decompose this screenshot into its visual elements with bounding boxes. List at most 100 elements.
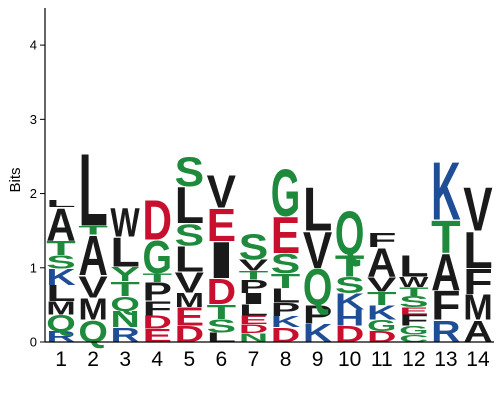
x-tick-label: 10: [338, 348, 361, 371]
logo-letter: L: [399, 248, 429, 283]
logo-letter: P: [303, 300, 332, 329]
logo-letter: M: [46, 297, 75, 318]
logo-letter: T: [367, 288, 396, 309]
logo-letter: E: [239, 313, 269, 327]
logo-letter: L: [239, 301, 269, 318]
logo-letter: L: [303, 175, 332, 244]
logo-letter: S: [335, 273, 364, 298]
logo-letter: L: [175, 177, 205, 235]
logo-letter: K: [46, 265, 76, 290]
logo-letter: K: [367, 301, 397, 324]
y-tick-label: 2: [30, 186, 37, 201]
logo-letter: A: [431, 243, 461, 301]
logo-letter: Y: [110, 263, 140, 286]
logo-letter: V: [463, 175, 493, 244]
x-tick-label: 5: [183, 348, 195, 371]
logo-letter: D: [335, 322, 365, 347]
x-tick-label: 4: [151, 348, 163, 371]
logo-letter: E: [207, 199, 237, 251]
logo-letter: S: [399, 294, 429, 311]
y-tick-label: 4: [30, 38, 37, 53]
logo-letter: G: [271, 156, 300, 231]
logo-letter: A: [463, 314, 492, 349]
x-tick-label: 2: [87, 348, 99, 371]
logo-letter: F: [399, 312, 429, 329]
logo-letter: R: [46, 328, 76, 346]
logo-letter: S: [175, 149, 204, 195]
logo-letter: L: [46, 281, 76, 306]
x-tick-label: 14: [466, 348, 490, 371]
x-tick-label: 7: [248, 348, 260, 371]
logo-letter: L: [46, 198, 75, 210]
logo-letter: G: [142, 231, 171, 282]
logo-letter: L: [110, 229, 139, 276]
logo-letter: K: [271, 313, 301, 331]
logo-letter: V: [239, 257, 268, 274]
x-tick-label: 13: [434, 348, 457, 371]
logo-letter: M: [463, 287, 493, 327]
logo-letter: Q: [335, 199, 365, 268]
logo-letter: D: [142, 312, 172, 333]
logo-letter: L: [78, 133, 108, 248]
logo-letter: M: [175, 289, 205, 312]
logo-letter: D: [142, 189, 172, 252]
logo-letter: L: [463, 221, 493, 279]
logo-letter: L: [175, 239, 204, 280]
logo-letter: M: [78, 293, 107, 327]
logo-letter: I: [207, 231, 236, 289]
logo-letter: P: [142, 277, 171, 306]
logo-letter: C: [399, 333, 429, 344]
logo-letter: Q: [78, 315, 108, 349]
logo-letter: K: [431, 145, 461, 238]
logo-letter: T: [142, 271, 172, 285]
logo-letter: R: [110, 324, 139, 347]
logo-letter: E: [175, 302, 204, 331]
logo-letter: P: [271, 300, 301, 321]
logo-letter: T: [431, 212, 461, 264]
logo-letter: T: [78, 223, 108, 237]
logo-letter: G: [367, 318, 397, 335]
x-tick-label: 1: [55, 348, 67, 371]
logo-letter: W: [110, 199, 140, 245]
logo-letter: E: [142, 326, 172, 347]
logo-letter: N: [110, 307, 140, 332]
logo-letter: A: [46, 199, 76, 251]
logo-letter: T: [110, 277, 140, 300]
logo-letter: Q: [110, 293, 140, 316]
x-tick-label: 6: [216, 348, 228, 371]
y-tick-label: 3: [30, 112, 37, 127]
logo-letter: S: [271, 248, 300, 279]
logo-letter: F: [367, 228, 397, 251]
logo-letter: T: [46, 236, 76, 259]
logo-letter: Q: [303, 258, 333, 316]
logo-letter: T: [335, 248, 365, 283]
logo-letter: D: [175, 322, 205, 347]
logo-letter: W: [399, 275, 428, 291]
logo-letter: V: [175, 266, 205, 299]
logo-letter: K: [335, 289, 365, 314]
logo-letter: D: [367, 328, 397, 346]
logo-letter: T: [399, 285, 429, 299]
logo-letter: F: [431, 282, 460, 329]
x-tick-label: 9: [312, 348, 324, 371]
logo-letter: H: [335, 306, 365, 331]
logo-letter: P: [239, 277, 269, 298]
logo-letter: T: [271, 269, 301, 292]
x-tick-label: 12: [402, 348, 425, 371]
x-tick-label: 11: [371, 348, 393, 371]
x-tick-label: 8: [280, 348, 292, 371]
logo-letter: E: [399, 305, 429, 317]
logo-letter: F: [142, 296, 172, 319]
logo-letter: E: [271, 208, 301, 265]
logo-letter: I: [239, 290, 268, 307]
logo-letter: V: [367, 274, 396, 297]
logo-letter: T: [239, 269, 269, 283]
logo-letter: F: [463, 262, 492, 303]
y-tick-label: 0: [30, 335, 37, 350]
logo-letter: V: [303, 223, 332, 280]
logo-letter: D: [239, 322, 269, 336]
y-axis-title: Bits: [7, 167, 24, 192]
logo-letter: S: [207, 316, 237, 337]
logo-letter: R: [431, 314, 460, 349]
